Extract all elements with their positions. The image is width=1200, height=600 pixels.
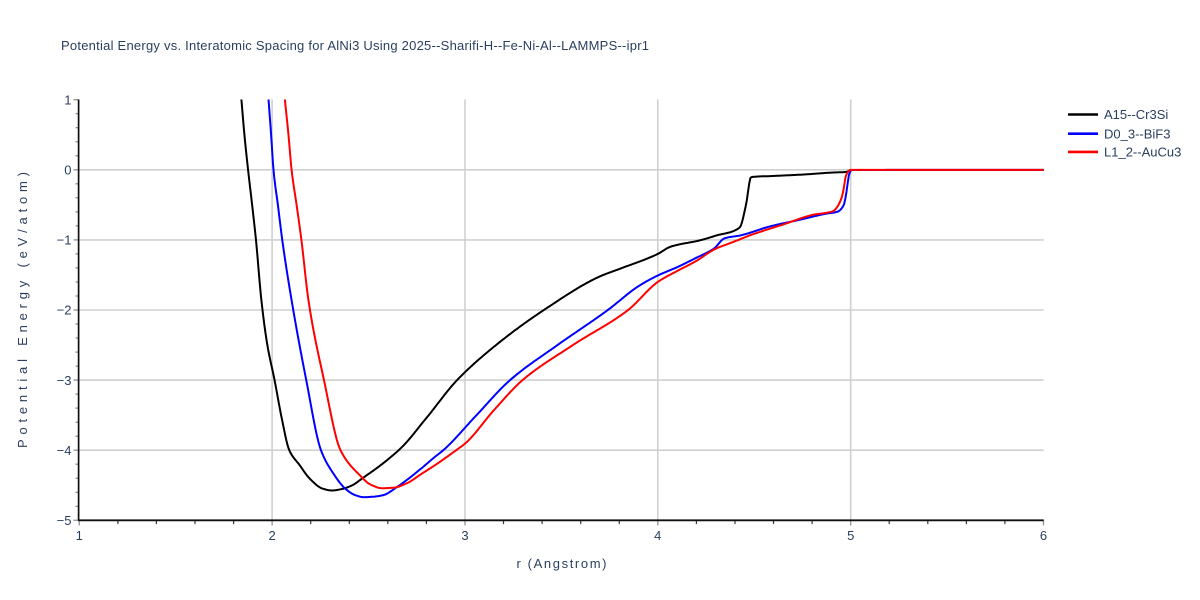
svg-text:−3: −3 — [57, 373, 72, 388]
svg-text:L1_2--AuCu3: L1_2--AuCu3 — [1104, 145, 1181, 160]
svg-text:5: 5 — [847, 528, 854, 543]
svg-text:2: 2 — [268, 528, 275, 543]
svg-text:D0_3--BiF3: D0_3--BiF3 — [1104, 126, 1170, 141]
svg-text:−1: −1 — [57, 233, 72, 248]
svg-text:4: 4 — [654, 528, 661, 543]
svg-text:A15--Cr3Si: A15--Cr3Si — [1104, 107, 1168, 122]
svg-text:6: 6 — [1040, 528, 1047, 543]
svg-text:0: 0 — [64, 163, 71, 178]
svg-text:Potential Energy vs. Interatom: Potential Energy vs. Interatomic Spacing… — [61, 38, 649, 53]
svg-text:r (Angstrom): r (Angstrom) — [517, 556, 607, 571]
svg-text:1: 1 — [64, 92, 71, 107]
svg-text:−2: −2 — [57, 303, 72, 318]
svg-text:1: 1 — [76, 528, 83, 543]
svg-text:−5: −5 — [57, 513, 72, 528]
svg-text:−4: −4 — [57, 443, 72, 458]
svg-text:3: 3 — [461, 528, 468, 543]
